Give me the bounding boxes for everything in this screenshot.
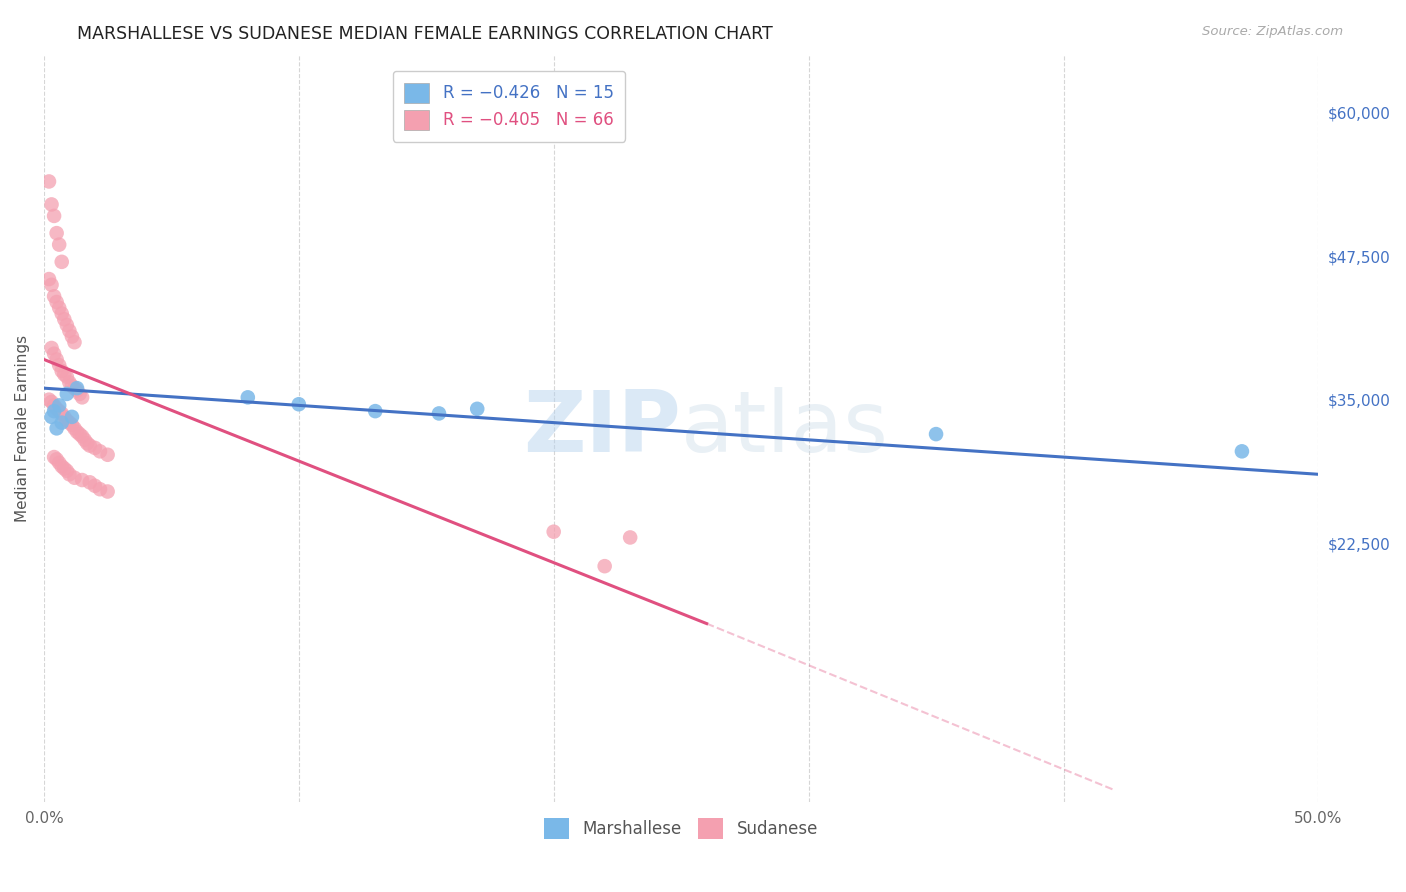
Point <box>60 379 83 393</box>
Point <box>38 174 60 188</box>
Point <box>66 384 89 398</box>
Point <box>69 427 91 442</box>
Point <box>45 226 67 240</box>
Point <box>51 255 73 269</box>
Point <box>48 237 70 252</box>
Point <box>925 427 948 442</box>
Point <box>58 376 80 390</box>
Point <box>60 329 83 343</box>
Point <box>70 390 93 404</box>
Point <box>56 464 79 478</box>
Point <box>41 395 63 409</box>
Point <box>45 401 67 416</box>
Point <box>619 531 641 545</box>
Point <box>236 390 259 404</box>
Point <box>41 197 63 211</box>
Point <box>364 404 387 418</box>
Point <box>70 429 93 443</box>
Point <box>79 439 101 453</box>
Point <box>58 416 80 430</box>
Point <box>51 364 73 378</box>
Point <box>63 421 86 435</box>
Text: atlas: atlas <box>681 387 889 470</box>
Point <box>42 289 65 303</box>
Point <box>41 341 63 355</box>
Point <box>45 295 67 310</box>
Point <box>63 471 86 485</box>
Y-axis label: Median Female Earnings: Median Female Earnings <box>15 334 30 522</box>
Point <box>42 404 65 418</box>
Text: ZIP: ZIP <box>523 387 681 470</box>
Point <box>63 335 86 350</box>
Point <box>63 381 86 395</box>
Point <box>1230 444 1253 458</box>
Point <box>427 406 450 420</box>
Point <box>56 369 79 384</box>
Point <box>66 381 89 395</box>
Text: MARSHALLESE VS SUDANESE MEDIAN FEMALE EARNINGS CORRELATION CHART: MARSHALLESE VS SUDANESE MEDIAN FEMALE EA… <box>77 25 773 43</box>
Point <box>53 312 76 326</box>
Point <box>60 417 83 432</box>
Point <box>45 352 67 367</box>
Point <box>97 484 120 499</box>
Point <box>38 392 60 407</box>
Point <box>38 272 60 286</box>
Point <box>76 436 98 450</box>
Point <box>53 368 76 382</box>
Point <box>48 456 70 470</box>
Point <box>288 397 311 411</box>
Point <box>79 475 101 490</box>
Point <box>51 306 73 320</box>
Point <box>465 401 488 416</box>
Point <box>58 467 80 482</box>
Point <box>56 318 79 332</box>
Point <box>60 409 83 424</box>
Point <box>83 479 105 493</box>
Point <box>70 473 93 487</box>
Point <box>45 421 67 435</box>
Point <box>66 425 89 439</box>
Point <box>53 409 76 424</box>
Point <box>53 461 76 475</box>
Point <box>48 398 70 412</box>
Point <box>51 416 73 430</box>
Point <box>48 404 70 418</box>
Point <box>593 559 616 574</box>
Point <box>543 524 565 539</box>
Point <box>58 324 80 338</box>
Point <box>45 452 67 467</box>
Point <box>48 358 70 372</box>
Point <box>48 301 70 315</box>
Point <box>89 482 111 496</box>
Point <box>56 413 79 427</box>
Point <box>41 277 63 292</box>
Point <box>41 409 63 424</box>
Point <box>97 448 120 462</box>
Point <box>83 441 105 455</box>
Text: Source: ZipAtlas.com: Source: ZipAtlas.com <box>1202 25 1343 38</box>
Point <box>42 209 65 223</box>
Legend: Marshallese, Sudanese: Marshallese, Sudanese <box>537 812 825 846</box>
Point <box>51 459 73 474</box>
Point <box>73 433 96 447</box>
Point <box>42 398 65 412</box>
Point <box>89 444 111 458</box>
Point <box>69 387 91 401</box>
Point <box>42 450 65 464</box>
Point <box>51 406 73 420</box>
Point <box>56 387 79 401</box>
Point <box>42 347 65 361</box>
